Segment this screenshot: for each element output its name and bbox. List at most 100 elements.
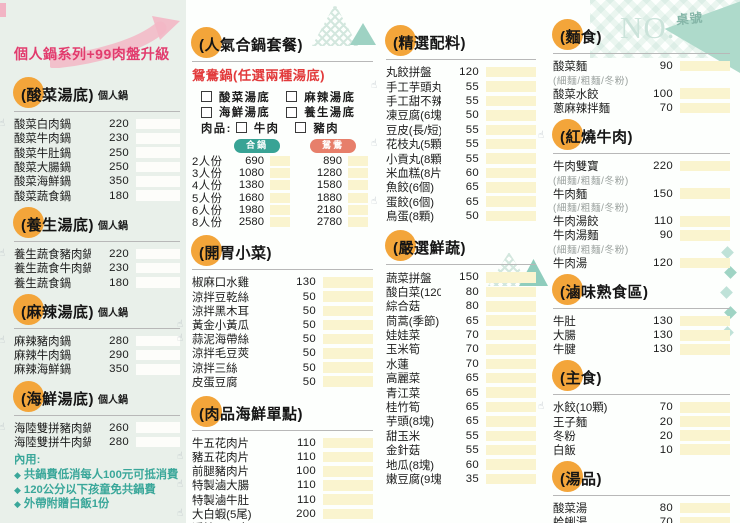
quantity-input-box[interactable]: [323, 508, 373, 520]
quantity-input-box[interactable]: [680, 344, 730, 355]
quantity-input-box[interactable]: [680, 216, 730, 227]
quantity-input-box[interactable]: [323, 362, 373, 373]
quantity-input-box[interactable]: [486, 66, 536, 78]
quantity-input-box[interactable]: [136, 436, 180, 448]
quantity-input-box[interactable]: [680, 330, 730, 341]
meat-option-checkbox[interactable]: [235, 122, 247, 134]
quantity-input-box[interactable]: [486, 210, 536, 222]
quantity-input-box[interactable]: [680, 102, 730, 114]
quantity-input-box[interactable]: [348, 180, 368, 191]
section-header: (養生湯底) 個人鍋: [13, 206, 180, 238]
menu-item-row: 牛腱 130: [553, 342, 730, 356]
quantity-input-box[interactable]: [136, 147, 180, 158]
quantity-input-box[interactable]: [323, 291, 373, 302]
quantity-input-box[interactable]: [486, 138, 536, 150]
quantity-input-box[interactable]: [486, 387, 536, 398]
quantity-input-box[interactable]: [323, 480, 373, 491]
quantity-input-box[interactable]: [486, 124, 536, 135]
quantity-input-box[interactable]: [680, 430, 730, 441]
quantity-input-box[interactable]: [680, 88, 730, 99]
pointing-hand-icon: ☝: [371, 137, 378, 149]
quantity-input-box[interactable]: [486, 286, 536, 298]
quantity-input-box[interactable]: [323, 437, 373, 449]
quantity-input-box[interactable]: [486, 444, 536, 456]
quantity-input-box[interactable]: [486, 430, 536, 442]
quantity-input-box[interactable]: [136, 176, 180, 187]
quantity-input-box[interactable]: [486, 167, 536, 179]
quantity-input-box[interactable]: [680, 315, 730, 327]
quantity-input-box[interactable]: [486, 95, 536, 107]
quantity-input-box[interactable]: [486, 358, 536, 370]
soup-option-checkbox[interactable]: [286, 91, 298, 103]
quantity-input-box[interactable]: [486, 372, 536, 384]
quantity-input-box[interactable]: [680, 188, 730, 199]
pointing-hand-icon: ☝: [177, 507, 184, 519]
quantity-input-box[interactable]: [486, 81, 536, 92]
quantity-input-box[interactable]: [136, 161, 180, 173]
quantity-input-box[interactable]: [680, 230, 730, 241]
quantity-input-box[interactable]: [136, 277, 180, 288]
quantity-input-box[interactable]: [486, 153, 536, 164]
quantity-input-box[interactable]: [270, 217, 290, 228]
quantity-input-box[interactable]: [680, 516, 730, 523]
quantity-input-box[interactable]: [323, 333, 373, 345]
quantity-input-box[interactable]: [323, 376, 373, 387]
quantity-input-box[interactable]: [323, 319, 373, 331]
quantity-input-box[interactable]: [486, 416, 536, 427]
quantity-input-box[interactable]: [680, 402, 730, 413]
menu-item-row: ☝ 蛋餃(6個) 65: [371, 195, 536, 209]
quantity-input-box[interactable]: [136, 190, 180, 201]
soup-option-checkbox[interactable]: [286, 106, 298, 118]
quantity-input-box[interactable]: [136, 133, 180, 144]
quantity-input-box[interactable]: [486, 473, 536, 485]
quantity-input-box[interactable]: [348, 192, 368, 203]
quantity-input-box[interactable]: [270, 204, 290, 215]
quantity-input-box[interactable]: [270, 155, 290, 166]
quantity-input-box[interactable]: [136, 262, 180, 274]
quantity-input-box[interactable]: [680, 160, 730, 172]
meat-option-checkbox[interactable]: [295, 122, 307, 134]
quantity-input-box[interactable]: [486, 329, 536, 341]
quantity-input-box[interactable]: [323, 348, 373, 359]
quantity-input-box[interactable]: [348, 204, 368, 215]
quantity-input-box[interactable]: [323, 466, 373, 477]
quantity-input-box[interactable]: [680, 444, 730, 455]
column-noodles-rice-soup: (麵食) 酸菜麵 90 (細麵/粗麵/冬粉) 酸菜水餃 100 蔥麻辣拌麵 70 ☝ (紅燒牛肉)…: [538, 19, 730, 523]
quantity-input-box[interactable]: [680, 502, 730, 514]
soup-option-checkbox[interactable]: [201, 91, 212, 103]
quantity-input-box[interactable]: [486, 272, 536, 283]
quantity-input-box[interactable]: [136, 422, 180, 433]
combo-subtitle: 鴛鴦鍋(任選兩種湯底): [192, 68, 325, 83]
quantity-input-box[interactable]: [136, 364, 180, 375]
quantity-input-box[interactable]: [348, 217, 368, 228]
quantity-input-box[interactable]: [486, 315, 536, 326]
soup-option-checkbox[interactable]: [201, 106, 212, 118]
item-name: 皮蛋豆腐: [192, 376, 238, 389]
item-name: 麻辣牛肉鍋: [14, 350, 71, 363]
quantity-input-box[interactable]: [136, 349, 180, 361]
quantity-input-box[interactable]: [323, 451, 373, 463]
item-price: 220: [109, 247, 129, 260]
quantity-input-box[interactable]: [323, 494, 373, 505]
combo-price-row: 3人份 1080 1280: [192, 167, 373, 180]
quantity-input-box[interactable]: [323, 277, 373, 288]
quantity-input-box[interactable]: [680, 60, 730, 72]
quantity-input-box[interactable]: [486, 110, 536, 121]
quantity-input-box[interactable]: [680, 416, 730, 427]
quantity-input-box[interactable]: [136, 335, 180, 347]
quantity-input-box[interactable]: [680, 257, 730, 269]
quantity-input-box[interactable]: [270, 180, 290, 191]
quantity-input-box[interactable]: [270, 167, 290, 178]
quantity-input-box[interactable]: [486, 301, 536, 312]
quantity-input-box[interactable]: [348, 155, 368, 166]
quantity-input-box[interactable]: [486, 182, 536, 193]
quantity-input-box[interactable]: [486, 196, 536, 207]
quantity-input-box[interactable]: [348, 167, 368, 178]
quantity-input-box[interactable]: [486, 401, 536, 413]
quantity-input-box[interactable]: [136, 118, 180, 130]
quantity-input-box[interactable]: [486, 344, 536, 355]
quantity-input-box[interactable]: [486, 459, 536, 470]
quantity-input-box[interactable]: [323, 305, 373, 316]
quantity-input-box[interactable]: [270, 192, 290, 203]
quantity-input-box[interactable]: [136, 248, 180, 260]
